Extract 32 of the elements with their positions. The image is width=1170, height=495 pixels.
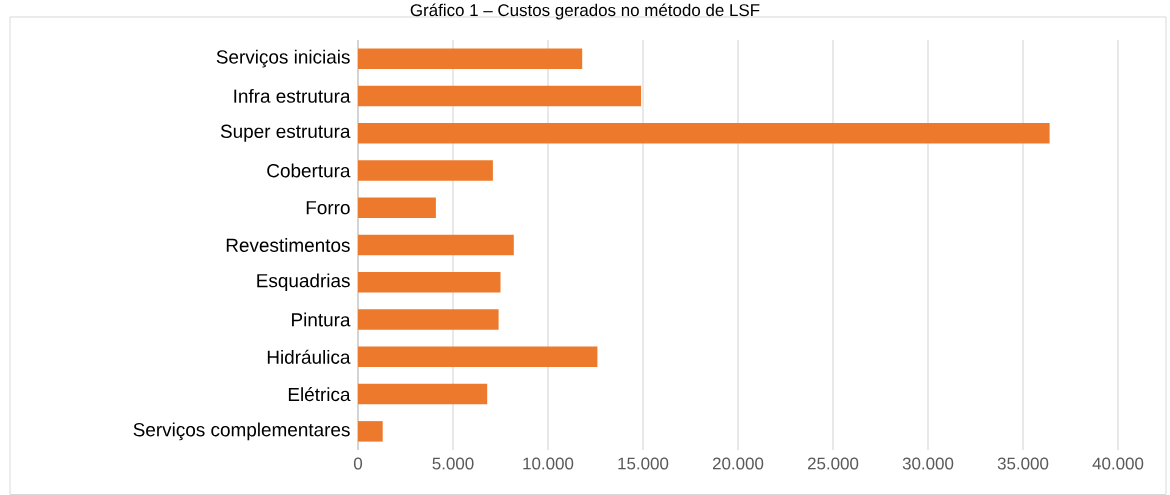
x-tick-label: 35.000 — [997, 457, 1049, 470]
x-tick-label: 25.000 — [807, 457, 859, 470]
y-tick-label: Esquadrias — [257, 273, 350, 292]
x-tick-label: 15.000 — [618, 457, 669, 470]
y-tick-label: Revestimentos — [226, 238, 350, 252]
bar — [358, 234, 514, 256]
bar — [358, 197, 436, 218]
x-tick-label: 20.000 — [712, 457, 764, 470]
bar — [358, 421, 383, 442]
bar — [358, 309, 499, 330]
x-tick-label: 10.000 — [523, 457, 574, 470]
bar — [358, 346, 598, 368]
bar — [358, 160, 493, 181]
bar — [358, 383, 488, 405]
y-tick-label: Serviços iniciais — [216, 49, 350, 68]
y-tick-label: Super estrutura — [220, 124, 351, 142]
bar — [358, 122, 1050, 144]
y-tick-label: Serviços complementares — [133, 422, 350, 441]
y-tick-label: Forro — [306, 201, 350, 215]
x-tick-label: 40.000 — [1092, 457, 1144, 470]
y-tick-label: Hidráulica — [267, 349, 351, 364]
bar — [358, 272, 501, 293]
bar — [358, 85, 642, 107]
x-tick-label: 0 — [353, 457, 363, 470]
y-tick-label: Infra estrutura — [234, 88, 351, 103]
bar — [358, 48, 583, 69]
chart-title: Gráfico 1 – Custos gerados no método de LSF — [410, 3, 760, 20]
x-tick-label: 5.000 — [432, 457, 474, 470]
y-tick-label: Cobertura — [267, 163, 351, 178]
y-tick-label: Elétrica — [288, 387, 351, 402]
y-tick-label: Pintura — [292, 312, 351, 327]
x-tick-label: 30.000 — [902, 457, 954, 470]
